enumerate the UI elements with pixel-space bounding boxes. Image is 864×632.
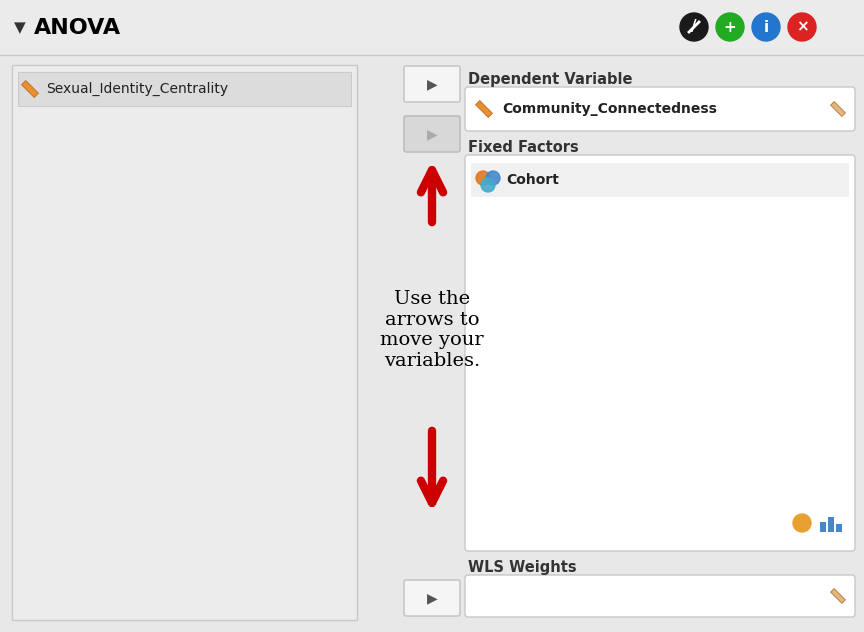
Text: Dependent Variable: Dependent Variable xyxy=(468,72,632,87)
Text: ▶: ▶ xyxy=(427,591,437,605)
Text: ANOVA: ANOVA xyxy=(34,18,121,38)
Circle shape xyxy=(481,178,495,192)
Circle shape xyxy=(752,13,780,41)
Text: ▶: ▶ xyxy=(427,77,437,91)
FancyBboxPatch shape xyxy=(404,116,460,152)
Text: Use the
arrows to
move your
variables.: Use the arrows to move your variables. xyxy=(380,290,484,370)
Text: Sexual_Identity_Centrality: Sexual_Identity_Centrality xyxy=(46,82,228,96)
FancyBboxPatch shape xyxy=(465,155,855,551)
FancyBboxPatch shape xyxy=(465,575,855,617)
Text: WLS Weights: WLS Weights xyxy=(468,560,576,575)
Bar xyxy=(12,65,357,620)
Bar xyxy=(828,517,834,532)
Text: ×: × xyxy=(796,20,809,35)
Circle shape xyxy=(788,13,816,41)
Text: Community_Connectedness: Community_Connectedness xyxy=(502,102,717,116)
Circle shape xyxy=(793,514,811,532)
FancyBboxPatch shape xyxy=(404,66,460,102)
Circle shape xyxy=(476,171,490,185)
Circle shape xyxy=(486,171,500,185)
Text: /: / xyxy=(691,20,696,35)
Text: ▶: ▶ xyxy=(427,127,437,141)
Polygon shape xyxy=(475,100,492,118)
Polygon shape xyxy=(830,588,846,604)
Bar xyxy=(836,524,842,532)
Text: Fixed Factors: Fixed Factors xyxy=(468,140,579,155)
Text: +: + xyxy=(724,20,736,35)
Text: ▼: ▼ xyxy=(14,20,26,35)
Bar xyxy=(471,163,849,197)
Bar xyxy=(0,0,864,55)
Bar xyxy=(18,72,351,106)
FancyBboxPatch shape xyxy=(465,87,855,131)
Polygon shape xyxy=(830,102,846,116)
Polygon shape xyxy=(22,80,39,97)
Circle shape xyxy=(716,13,744,41)
FancyBboxPatch shape xyxy=(404,580,460,616)
Text: Cohort: Cohort xyxy=(506,173,559,187)
Bar xyxy=(820,522,826,532)
Circle shape xyxy=(680,13,708,41)
Text: i: i xyxy=(764,20,769,35)
